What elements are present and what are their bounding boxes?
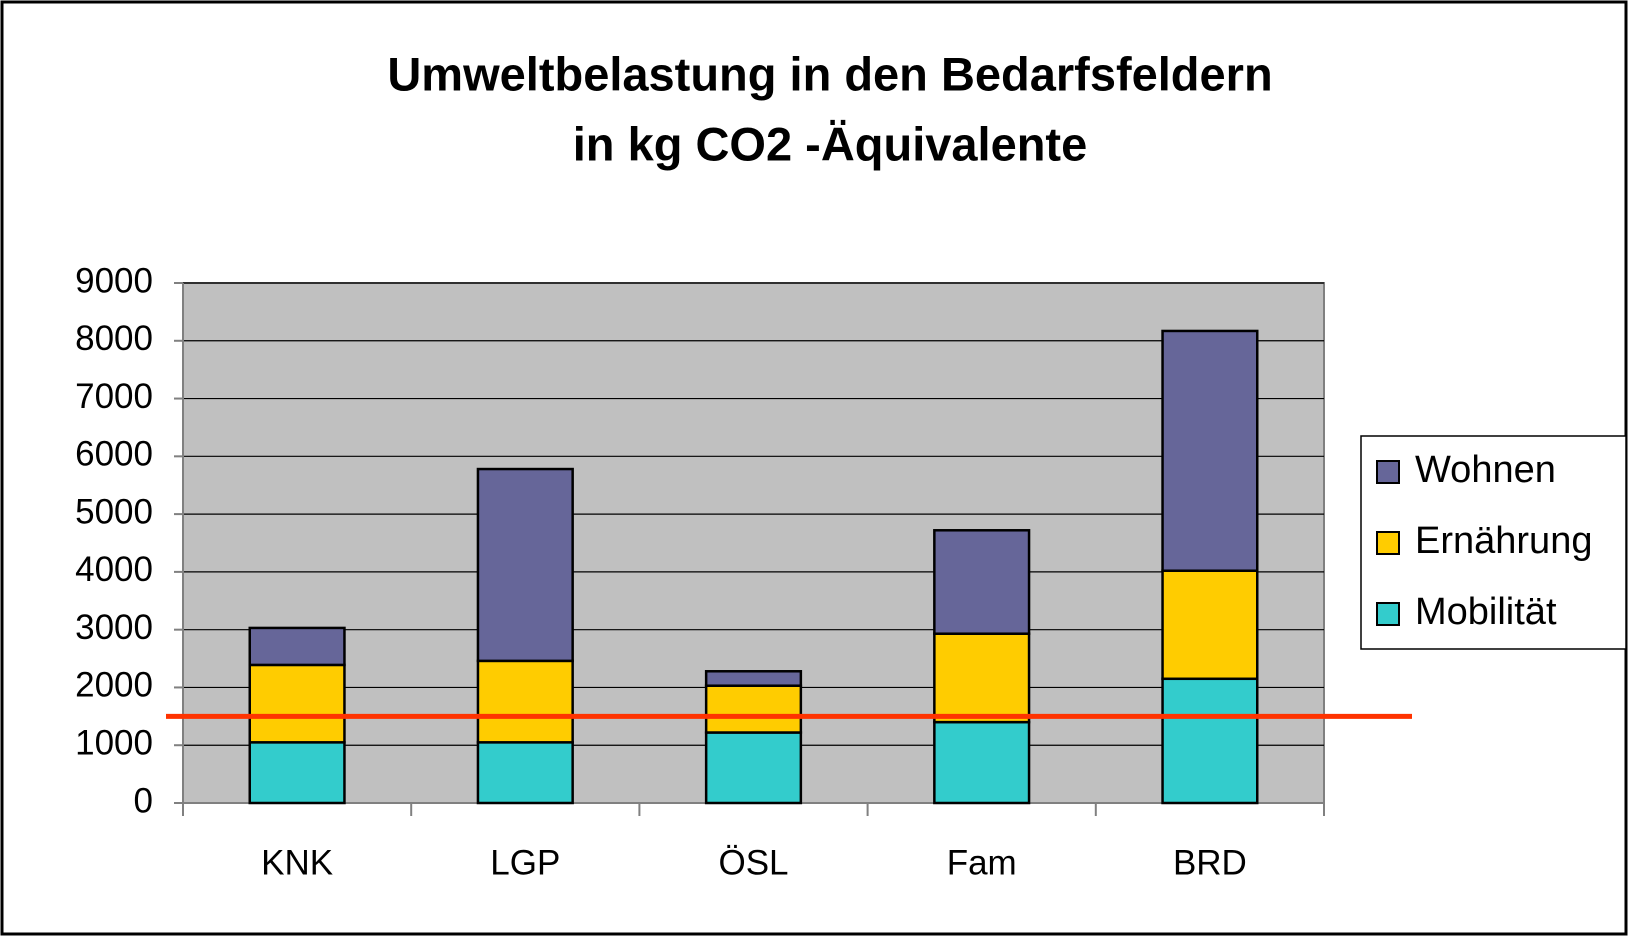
bar-segment (476, 467, 574, 663)
y-tick-label: 4000 (75, 550, 153, 589)
y-tick-label: 3000 (75, 608, 153, 647)
legend-label: Ernährung (1415, 520, 1592, 562)
legend-box (1360, 435, 1627, 650)
bar-segment (933, 529, 1031, 635)
y-tick-label: 9000 (75, 261, 153, 300)
legend-swatch (1376, 602, 1400, 626)
x-tick-label: LGP (490, 843, 560, 882)
bar-segment (248, 626, 346, 667)
chart-title: Umweltbelastung in den Bedarfsfeldern (387, 47, 1272, 100)
bar-segment (704, 670, 803, 687)
bar-segment (476, 741, 574, 805)
bar-segment (1161, 569, 1259, 681)
bar-segment (933, 720, 1031, 805)
bar-segment (248, 741, 346, 805)
bar-segment (704, 731, 803, 805)
legend-swatch (1376, 531, 1400, 555)
bar-segment (248, 663, 346, 744)
legend-swatch (1376, 460, 1400, 484)
legend-label: Mobilität (1415, 591, 1557, 633)
chart-title: in kg CO2 -Äquivalente (573, 117, 1087, 170)
x-tick-label: Fam (947, 843, 1017, 882)
x-tick-label: KNK (261, 843, 333, 882)
y-tick-label: 2000 (75, 666, 153, 705)
bar-segment (1161, 329, 1259, 572)
y-tick-label: 0 (134, 781, 153, 820)
y-tick-label: 1000 (75, 723, 153, 762)
x-tick-label: ÖSL (718, 843, 788, 882)
legend-label: Wohnen (1415, 449, 1556, 491)
x-tick-label: BRD (1173, 843, 1247, 882)
y-tick-label: 8000 (75, 319, 153, 358)
bar-segment (1161, 677, 1259, 805)
bar-segment (704, 684, 803, 734)
y-tick-label: 5000 (75, 492, 153, 531)
bar-segment (933, 632, 1031, 724)
y-tick-label: 7000 (75, 377, 153, 416)
bar-segment (476, 659, 574, 744)
y-tick-label: 6000 (75, 435, 153, 474)
